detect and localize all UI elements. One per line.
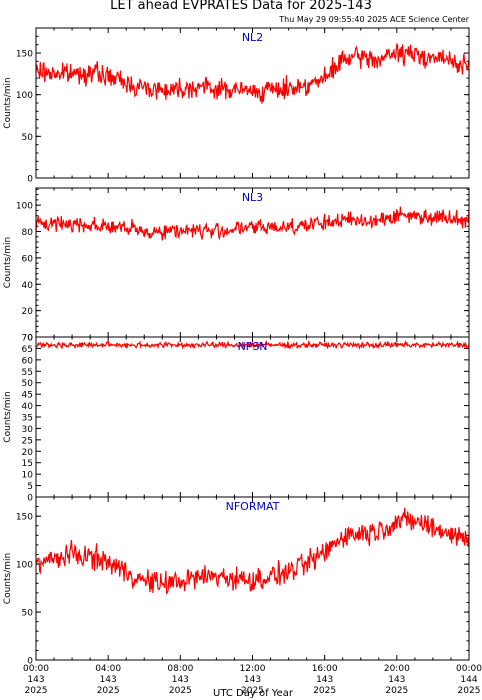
y-tick-label-npsn: 10 <box>22 471 34 481</box>
y-tick-label-npsn: 20 <box>22 448 34 458</box>
y-tick-label-npsn: 55 <box>22 368 33 378</box>
x-tick-label-doy: 143 <box>172 675 189 685</box>
y-tick-label-nl3: 60 <box>22 254 34 264</box>
y-axis-label-nl3: Counts/min <box>3 237 13 288</box>
y-tick-label-npsn: 35 <box>22 414 33 424</box>
panel-frame-nl2 <box>35 27 470 179</box>
series-line-nl2 <box>35 43 470 104</box>
y-tick-label-nl2: 50 <box>22 133 34 143</box>
series-line-nl3 <box>35 206 470 241</box>
y-tick-label-nl3: 80 <box>22 228 34 238</box>
y-tick-label-nl2: 150 <box>16 50 33 60</box>
y-tick-label-nl3: 100 <box>16 202 33 212</box>
y-axis-label-nformat: Counts/min <box>3 553 13 604</box>
y-tick-label-npsn: 0 <box>27 494 33 504</box>
x-axis: 00:00143202504:00143202508:00143202512:0… <box>23 664 482 696</box>
y-tick-label-npsn: 25 <box>22 436 33 446</box>
x-tick-label-doy: 143 <box>100 675 117 685</box>
y-tick-label-npsn: 50 <box>22 379 34 389</box>
y-tick-label-nformat: 100 <box>16 561 33 571</box>
x-tick-label-year: 2025 <box>313 686 336 696</box>
y-axis-label-nl2: Counts/min <box>3 77 13 128</box>
y-tick-label-npsn: 40 <box>22 402 34 412</box>
x-tick-label-year: 2025 <box>458 686 481 696</box>
x-tick-label-time: 16:00 <box>312 664 338 674</box>
y-axis-label-npsn: Counts/min <box>3 391 13 442</box>
x-tick-label-year: 2025 <box>241 686 264 696</box>
x-tick-label-doy: 143 <box>244 675 261 685</box>
x-tick-label-year: 2025 <box>169 686 192 696</box>
x-tick-label-doy: 143 <box>27 675 44 685</box>
series-line-npsn <box>35 339 470 351</box>
figure-timestamp: Thu May 29 09:55:40 2025 ACE Science Cen… <box>278 15 469 24</box>
x-axis-label: UTC Day of Year <box>213 688 294 699</box>
y-tick-label-npsn: 60 <box>22 356 34 366</box>
y-tick-label-npsn: 65 <box>22 345 33 355</box>
panel-nformat: 0 50 100 150 NFORMAT Counts/min <box>3 496 470 667</box>
x-tick-label-time: 00:00 <box>23 664 49 674</box>
panel-nl2: 0 50 100 150 NL2 Counts/min <box>3 27 470 185</box>
y-tick-label-npsn: 5 <box>27 482 33 492</box>
x-tick-label-doy: 143 <box>316 675 333 685</box>
y-tick-label-nformat: 50 <box>22 609 34 619</box>
y-tick-label-nl3: 40 <box>22 281 34 291</box>
y-tick-label-npsn: 30 <box>22 425 34 435</box>
y-tick-label-npsn: 70 <box>22 334 34 344</box>
x-tick-label-year: 2025 <box>97 686 120 696</box>
y-tick-label-nl2: 0 <box>27 175 33 185</box>
x-tick-label-doy: 143 <box>388 675 405 685</box>
x-tick-label-time: 00:00 <box>456 664 482 674</box>
panel-label-nformat: NFORMAT <box>226 500 280 513</box>
panel-label-nl2: NL2 <box>242 31 263 44</box>
y-tick-label-nformat: 150 <box>16 513 33 523</box>
x-tick-label-time: 20:00 <box>384 664 410 674</box>
panel-label-npsn: NPSN <box>237 340 267 353</box>
x-tick-label-time: 08:00 <box>167 664 193 674</box>
x-tick-label-time: 12:00 <box>240 664 266 674</box>
panel-label-nl3: NL3 <box>242 191 263 204</box>
y-tick-label-nl2: 100 <box>16 91 33 101</box>
y-tick-label-nformat: 0 <box>27 657 33 667</box>
y-tick-label-nl3: 20 <box>22 307 34 317</box>
y-tick-label-npsn: 45 <box>22 391 33 401</box>
x-tick-label-year: 2025 <box>25 686 48 696</box>
panel-frame-nformat <box>35 496 470 661</box>
panels-group: 050100150NL2Counts/min020406080100NL3Cou… <box>3 27 470 667</box>
y-tick-label-nl3: 0 <box>27 334 33 344</box>
x-tick-label-time: 04:00 <box>95 664 121 674</box>
x-tick-label-doy: 144 <box>460 675 477 685</box>
figure-title: LET ahead EVPRATES Data for 2025-143 <box>110 0 372 13</box>
y-tick-label-npsn: 15 <box>22 459 33 469</box>
x-tick-label-year: 2025 <box>385 686 408 696</box>
series-line-nformat <box>35 507 470 595</box>
